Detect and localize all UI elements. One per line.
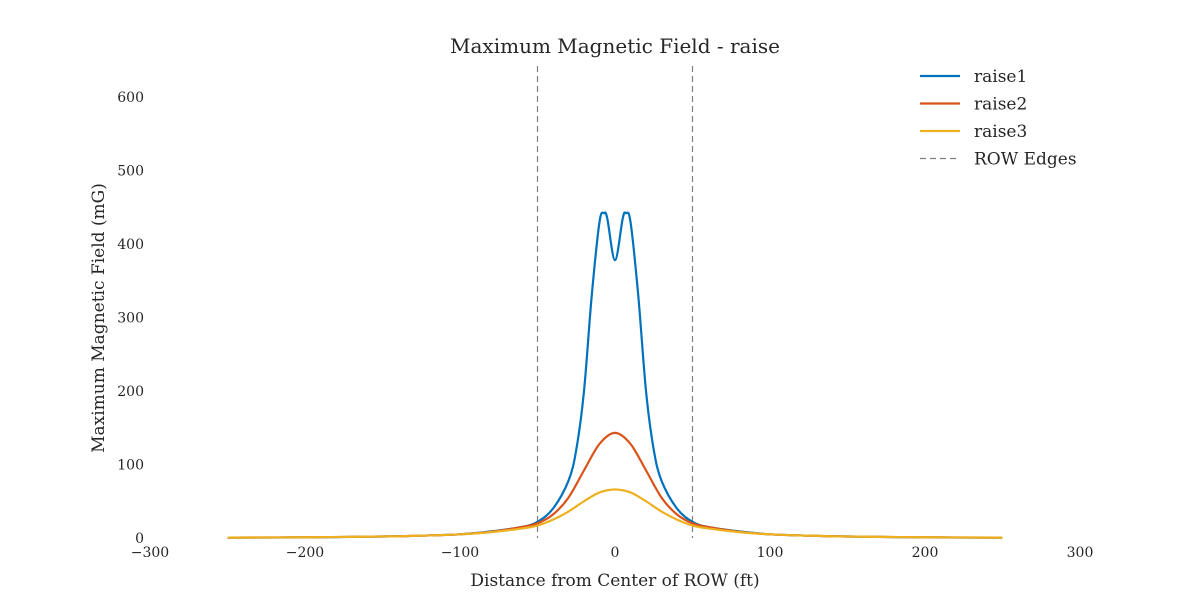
- x-tick-label: −100: [441, 545, 479, 561]
- y-axis-label: Maximum Magnetic Field (mG): [89, 183, 109, 453]
- x-axis-ticks: −300 −200 −100 0 100 200 300: [131, 545, 1094, 561]
- x-tick-label: −200: [286, 545, 324, 561]
- y-axis-ticks: 0 100 200 300 400 500 600: [117, 90, 144, 547]
- series-line-raise3: [227, 488, 1003, 539]
- y-tick-label: 600: [117, 90, 144, 106]
- y-tick-label: 200: [117, 384, 144, 400]
- legend-label: ROW Edges: [974, 150, 1077, 170]
- y-tick-label: 400: [117, 237, 144, 253]
- x-axis-label: Distance from Center of ROW (ft): [470, 571, 759, 591]
- chart-title: Maximum Magnetic Field - raise: [450, 34, 780, 58]
- legend-label: raise1: [974, 67, 1027, 87]
- x-tick-label: 300: [1067, 545, 1094, 561]
- row-edge-lines: [536, 66, 694, 538]
- y-tick-label: 300: [117, 311, 144, 327]
- legend-label: raise3: [974, 122, 1027, 142]
- legend: raise1 raise2 raise3 ROW Edges: [920, 67, 1077, 170]
- y-tick-label: 500: [117, 164, 144, 180]
- x-tick-label: 0: [611, 545, 620, 561]
- legend-label: raise2: [974, 95, 1027, 115]
- series-line-raise2: [227, 431, 1003, 539]
- series-lines: [227, 211, 1003, 539]
- y-tick-label: 0: [135, 531, 144, 547]
- y-tick-label: 100: [117, 458, 144, 474]
- x-tick-label: 100: [757, 545, 784, 561]
- x-tick-label: −300: [131, 545, 169, 561]
- x-tick-label: 200: [912, 545, 939, 561]
